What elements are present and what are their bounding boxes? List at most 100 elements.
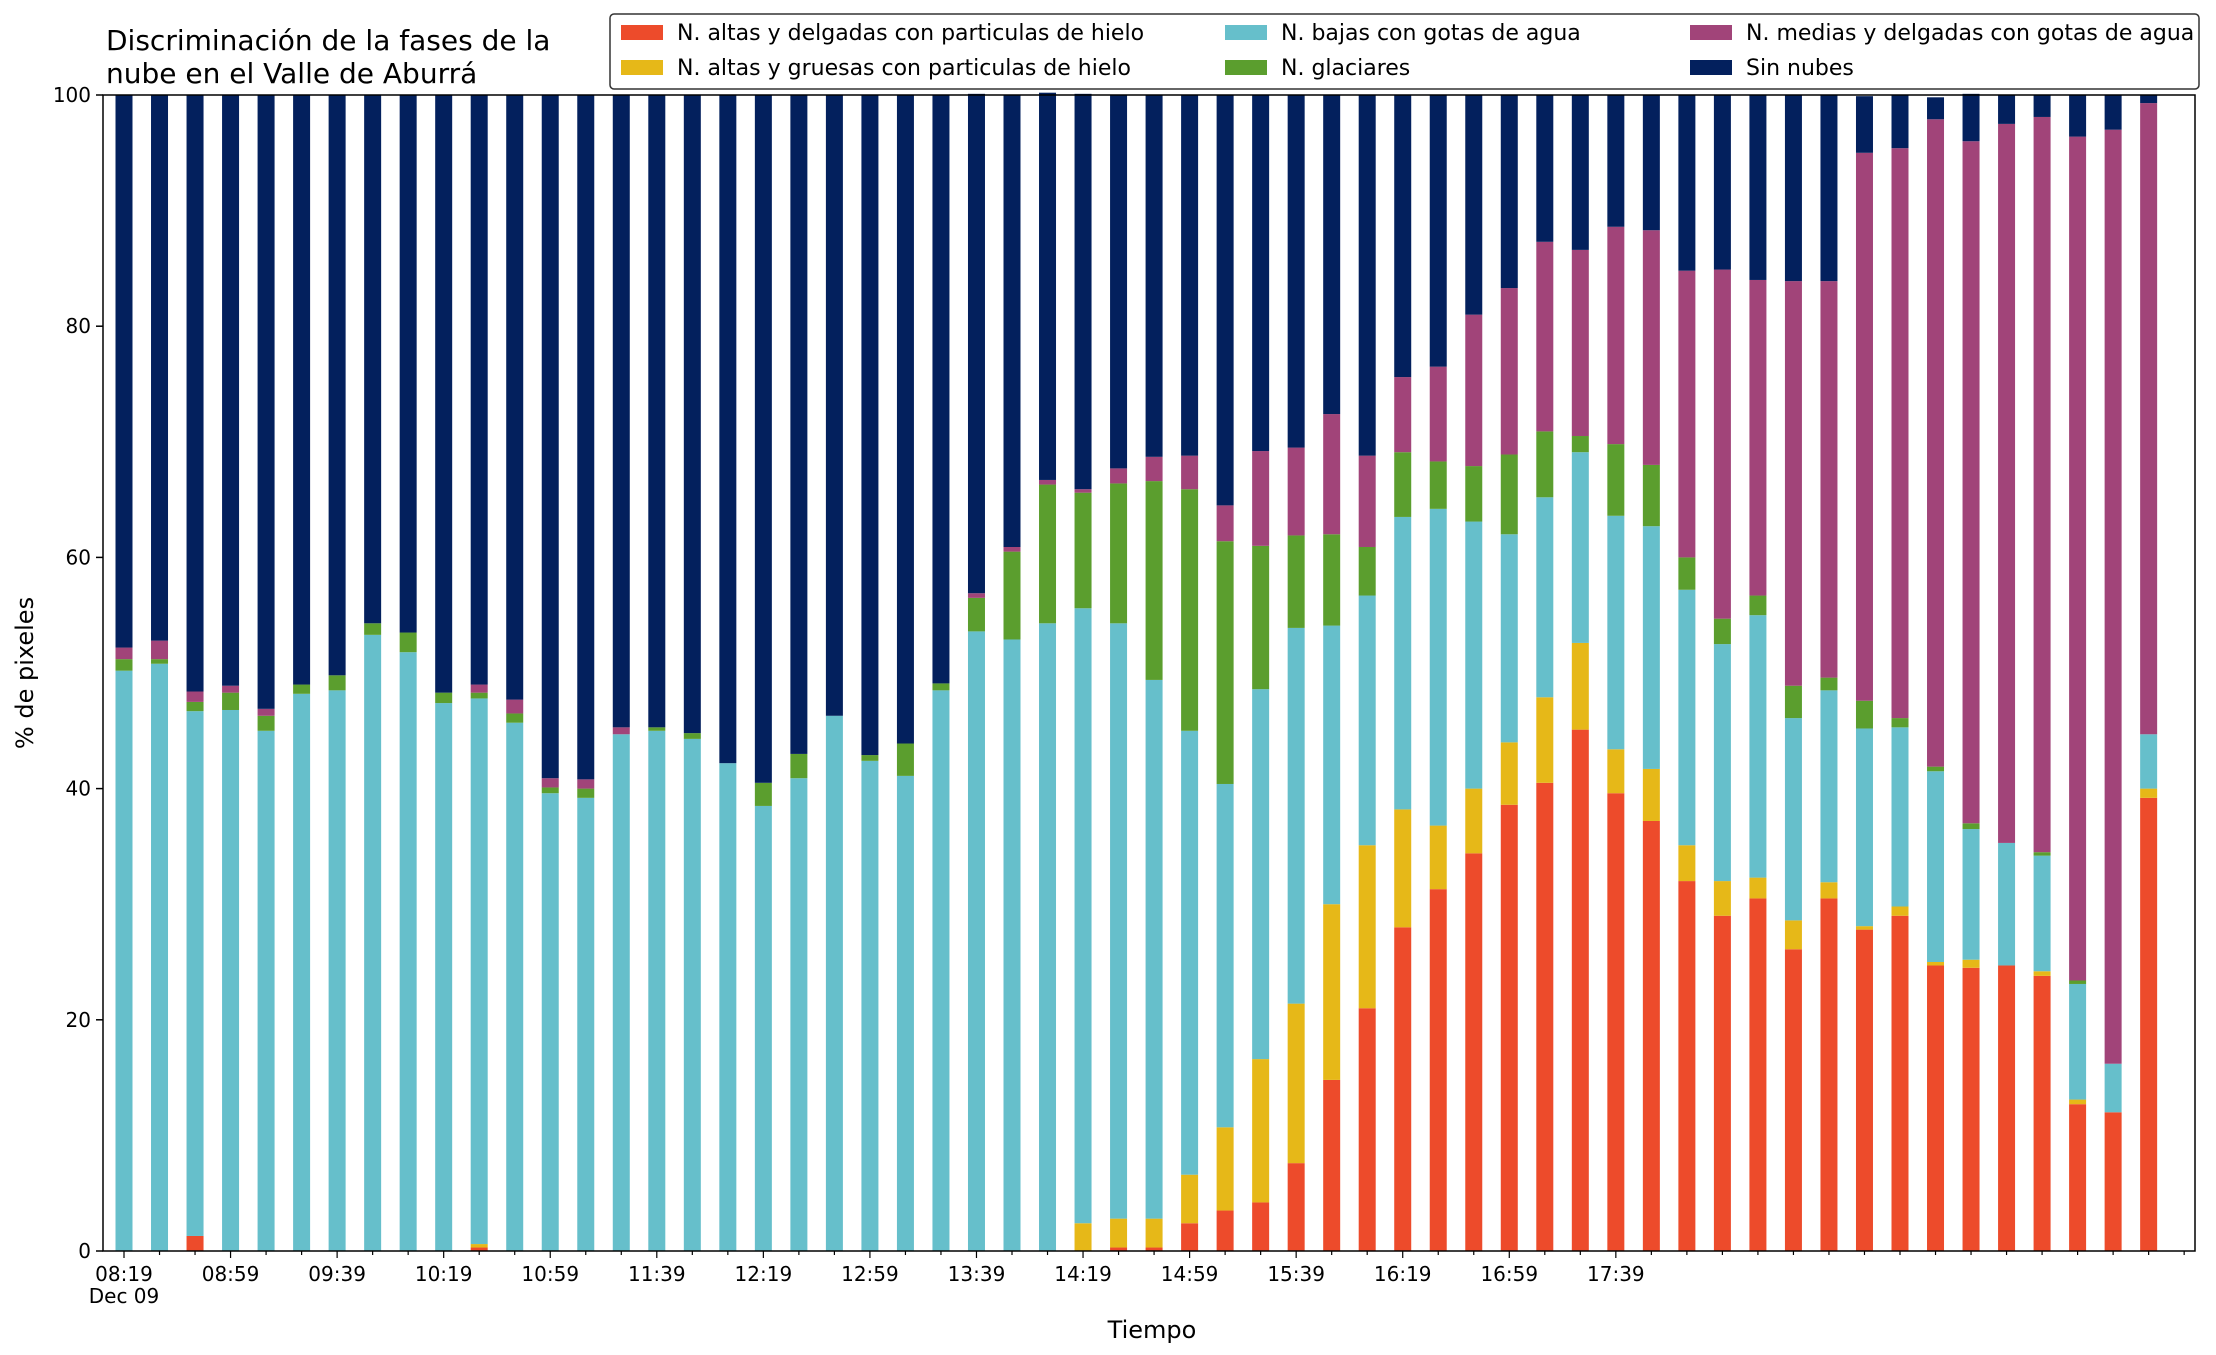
bar-segment-1-30: [1181, 1174, 1199, 1224]
bar-segment-4-25: [1003, 547, 1021, 552]
bar-segment-4-44: [1678, 270, 1696, 558]
bar-segment-1-41: [1571, 642, 1589, 730]
bar-segment-3-2: [186, 701, 204, 712]
bar-segment-3-18: [754, 782, 772, 806]
bar-segment-5-25: [1003, 95, 1021, 547]
bar-segment-4-41: [1571, 249, 1589, 437]
bar-segment-5-27: [1074, 93, 1092, 490]
bar-segment-2-51: [1927, 771, 1945, 962]
bar-segment-5-12: [541, 95, 559, 779]
bar-segment-0-54: [2033, 975, 2051, 1251]
bar-segment-2-34: [1323, 625, 1341, 905]
bar-segment-5-17: [719, 95, 737, 764]
bar-segment-4-37: [1429, 366, 1447, 462]
bar-segment-4-31: [1216, 505, 1234, 542]
bar-segment-2-5: [293, 693, 311, 1251]
bar-segment-5-5: [293, 95, 311, 685]
bar-segment-4-56: [2104, 129, 2122, 1064]
bar-segment-1-49: [1855, 926, 1873, 930]
bar-segment-2-46: [1749, 615, 1767, 878]
chart-title-line-2: nube en el Valle de Aburrá: [106, 57, 477, 90]
bar-segment-1-35: [1358, 845, 1376, 1009]
bar-segment-2-45: [1713, 644, 1731, 882]
bar-segment-4-2: [186, 691, 204, 702]
bar-segment-3-7: [364, 623, 382, 635]
bar-segment-5-15: [648, 95, 666, 728]
bar-segment-2-13: [577, 797, 595, 1251]
plot-frame: [102, 94, 2196, 1252]
bar-segment-1-42: [1607, 749, 1625, 794]
bar-segment-5-53: [1998, 95, 2016, 124]
bar-segment-5-7: [364, 95, 382, 624]
bar-segment-2-15: [648, 730, 666, 1251]
bar-segment-0-43: [1642, 820, 1660, 1251]
bar-segment-2-2: [186, 711, 204, 1236]
bar-segment-4-11: [506, 699, 524, 714]
bar-segment-5-41: [1571, 95, 1589, 250]
bar-segment-3-19: [790, 753, 808, 779]
bar-segment-2-12: [541, 793, 559, 1251]
bar-segment-3-40: [1536, 431, 1554, 498]
x-tick-label: 14:19: [1054, 1262, 1112, 1286]
bar-segment-2-38: [1465, 521, 1483, 789]
bar-segment-4-38: [1465, 314, 1483, 467]
bar-segment-3-39: [1500, 454, 1518, 535]
bar-segment-4-10: [470, 684, 488, 693]
bar-segment-4-53: [1998, 123, 2016, 843]
bar-segment-3-13: [577, 788, 595, 798]
bar-segment-0-2: [186, 1235, 204, 1251]
bar-segment-0-57: [2140, 797, 2158, 1251]
x-tick-label: 11:39: [628, 1262, 686, 1286]
bar-segment-4-39: [1500, 288, 1518, 455]
bar-segment-4-51: [1927, 119, 1945, 767]
bar-segment-5-0: [115, 95, 133, 648]
bar-segment-4-13: [577, 779, 595, 789]
bar-segment-2-20: [825, 715, 843, 1251]
bar-segment-3-48: [1820, 677, 1838, 691]
bar-segment-1-36: [1394, 809, 1412, 928]
bar-segment-1-32: [1252, 1059, 1270, 1203]
bar-segment-2-28: [1110, 623, 1128, 1219]
bar-segment-5-46: [1749, 95, 1767, 280]
bar-segment-4-52: [1962, 141, 1980, 824]
y-tick-label: 20: [66, 1008, 91, 1032]
bar-segment-3-16: [683, 733, 701, 739]
bar-segment-2-49: [1855, 728, 1873, 927]
bar-segment-5-21: [861, 95, 879, 756]
bar-segment-1-29: [1145, 1218, 1163, 1248]
bar-segment-4-34: [1323, 414, 1341, 535]
legend-swatch-5: [1690, 60, 1732, 75]
bar-segment-5-11: [506, 95, 524, 700]
bar-segment-2-44: [1678, 589, 1696, 846]
bar-segment-2-48: [1820, 690, 1838, 883]
bar-segment-3-37: [1429, 461, 1447, 509]
bar-segment-0-46: [1749, 898, 1767, 1251]
bar-segment-2-17: [719, 763, 737, 1251]
bar-segment-5-47: [1784, 95, 1802, 282]
x-tick-label: 15:39: [1267, 1262, 1325, 1286]
bar-segment-3-11: [506, 713, 524, 723]
bar-segment-0-52: [1962, 967, 1980, 1251]
bar-segment-1-54: [2033, 971, 2051, 976]
bar-segment-4-24: [967, 593, 985, 598]
bar-segment-2-3: [222, 709, 240, 1251]
bar-segment-5-35: [1358, 95, 1376, 456]
y-axis: 0 20 40 60 80 100: [53, 83, 103, 1263]
bar-segment-2-14: [612, 734, 630, 1251]
x-axis-label: Tiempo: [1107, 1316, 1197, 1344]
bar-segment-5-23: [932, 95, 950, 684]
bar-segment-0-31: [1216, 1210, 1234, 1251]
bar-segment-3-34: [1323, 534, 1341, 626]
bar-segment-2-26: [1039, 623, 1057, 1251]
bar-segment-3-30: [1181, 489, 1199, 731]
bar-segment-0-28: [1110, 1247, 1128, 1251]
bar-segment-1-39: [1500, 742, 1518, 805]
x-tick-label: 10:19: [415, 1262, 473, 1286]
bar-segment-3-32: [1252, 545, 1270, 690]
bar-segment-4-42: [1607, 226, 1625, 445]
bar-segment-5-14: [612, 95, 630, 728]
bar-segment-1-31: [1216, 1127, 1234, 1211]
bar-segment-5-2: [186, 95, 204, 692]
bar-segment-4-4: [257, 708, 275, 716]
bar-segment-3-5: [293, 684, 311, 694]
